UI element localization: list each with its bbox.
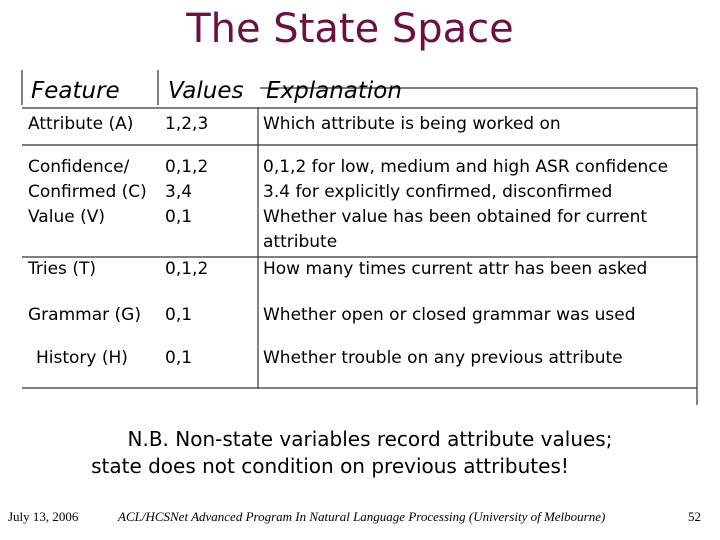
table-cell: How many times current attr has been ask… bbox=[263, 259, 648, 279]
column-header: Feature bbox=[31, 78, 120, 104]
table-cell: 0,1 bbox=[165, 207, 193, 227]
table-cell: History (H) bbox=[36, 348, 128, 368]
table-cell: 0,1,2 for low, medium and high ASR confi… bbox=[263, 157, 669, 202]
table-cell: 1,2,3 bbox=[165, 114, 209, 134]
page-number: 52 bbox=[688, 509, 701, 524]
table-cell: 0,1,2 3,4 bbox=[165, 157, 209, 202]
column-header: Values bbox=[168, 78, 244, 104]
table-cell: Tries (T) bbox=[28, 259, 96, 279]
table-cell: Which attribute is being worked on bbox=[263, 114, 561, 134]
column-header: Explanation bbox=[266, 78, 402, 104]
footer-date: July 13, 2006 bbox=[8, 509, 79, 524]
footer-center: ACL/HCSNet Advanced Program In Natural L… bbox=[118, 509, 606, 524]
table-cell: Grammar (G) bbox=[28, 305, 141, 325]
table-cell: Whether trouble on any previous attribut… bbox=[263, 348, 623, 368]
table-cell: 0,1 bbox=[165, 305, 193, 325]
table-cell: Whether value has been obtained for curr… bbox=[263, 207, 648, 252]
table-cell: Confidence/ Confirmed (C) bbox=[28, 157, 147, 202]
table-cell: Value (V) bbox=[28, 207, 105, 227]
table-cell: Attribute (A) bbox=[28, 114, 134, 134]
table-cell: Whether open or closed grammar was used bbox=[263, 305, 636, 325]
note-line: state does not condition on previous att… bbox=[91, 454, 569, 478]
table-cell: 0,1,2 bbox=[165, 259, 209, 279]
note-line: N.B. Non-state variables record attribut… bbox=[127, 427, 613, 451]
title: The State Space bbox=[186, 6, 514, 52]
table-cell: 0,1 bbox=[165, 348, 193, 368]
